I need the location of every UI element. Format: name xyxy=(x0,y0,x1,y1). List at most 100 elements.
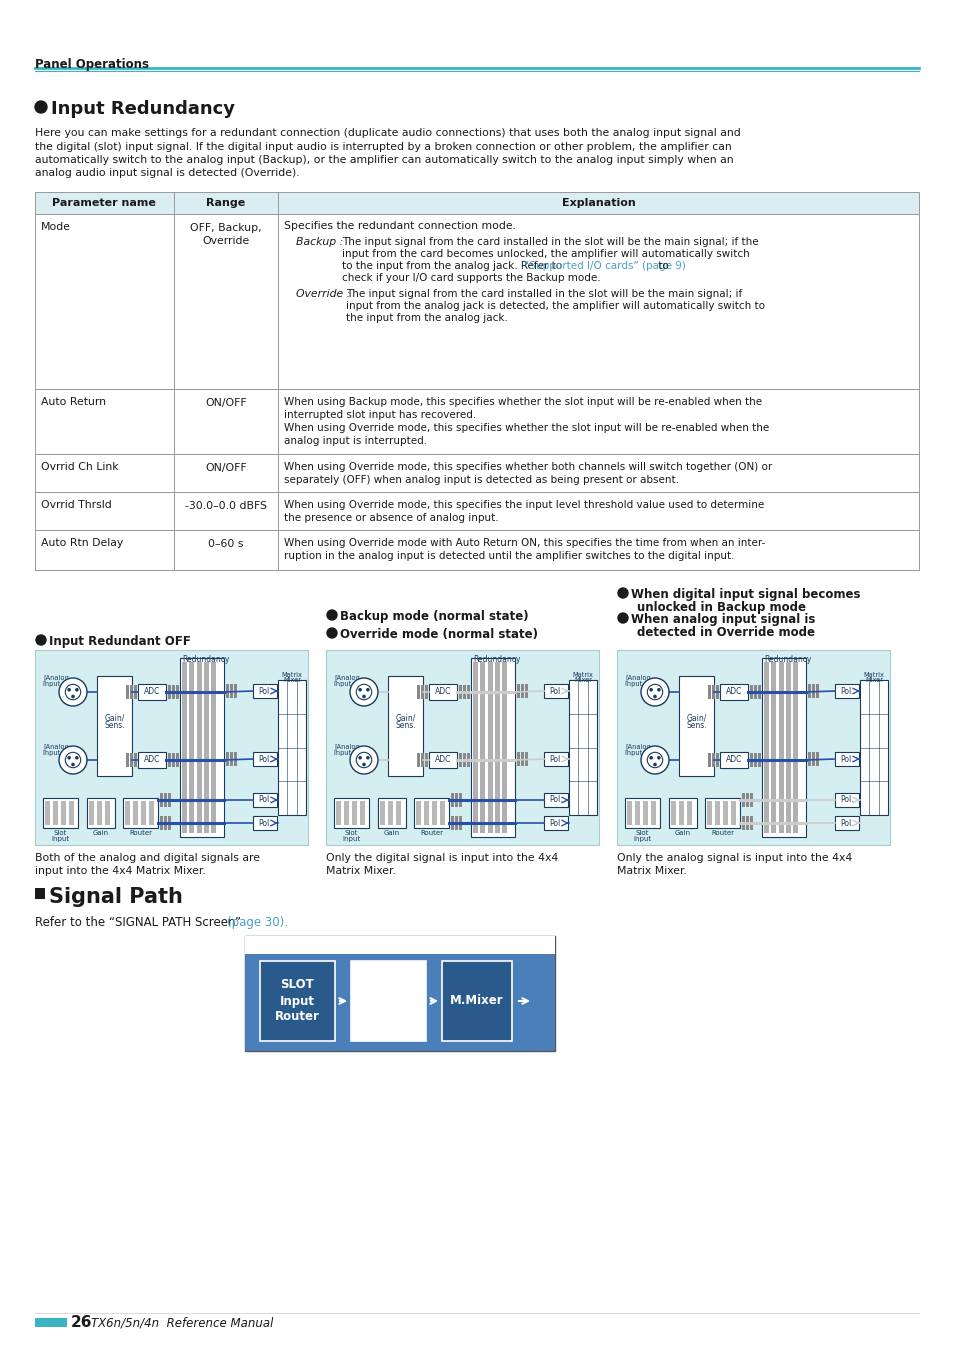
Bar xyxy=(753,753,757,767)
Text: Pol.: Pol. xyxy=(840,819,853,828)
Bar xyxy=(451,816,454,830)
Bar xyxy=(245,936,555,954)
Text: TX6n/5n/4n  Reference Manual: TX6n/5n/4n Reference Manual xyxy=(91,1317,274,1329)
Bar xyxy=(130,685,132,698)
Text: Matrix Mixer.: Matrix Mixer. xyxy=(326,866,395,875)
Text: When using Override mode, this specifies whether both channels will switch toget: When using Override mode, this specifies… xyxy=(284,462,772,471)
Text: Override :: Override : xyxy=(295,289,350,299)
Bar xyxy=(132,801,138,825)
Bar xyxy=(642,801,647,825)
Text: input from the analog jack is detected, the amplifier will automatically switch : input from the analog jack is detected, … xyxy=(346,301,764,311)
Circle shape xyxy=(65,753,81,767)
Bar xyxy=(716,753,719,767)
Text: Pol.: Pol. xyxy=(549,819,562,828)
Bar xyxy=(35,213,918,389)
Bar xyxy=(670,801,676,825)
Bar xyxy=(245,936,555,1051)
Bar xyxy=(35,192,918,213)
Bar xyxy=(326,650,598,844)
Bar xyxy=(138,684,166,700)
Circle shape xyxy=(653,763,656,766)
Bar xyxy=(97,676,132,775)
Circle shape xyxy=(59,678,87,707)
Bar xyxy=(53,801,58,825)
Bar xyxy=(141,801,146,825)
Bar xyxy=(543,753,567,766)
Bar xyxy=(524,684,527,698)
Text: Slot: Slot xyxy=(635,830,648,836)
Bar xyxy=(253,816,276,830)
Text: Ovrrid Thrsld: Ovrrid Thrsld xyxy=(41,500,112,509)
Bar xyxy=(253,793,276,807)
Bar xyxy=(517,684,519,698)
Text: Gain: Gain xyxy=(92,830,109,836)
Bar xyxy=(467,685,470,698)
Circle shape xyxy=(657,688,660,692)
Text: 0–60 s: 0–60 s xyxy=(208,539,243,549)
Bar xyxy=(168,753,171,767)
Circle shape xyxy=(618,613,627,623)
Circle shape xyxy=(649,688,652,692)
Bar xyxy=(520,684,523,698)
Bar xyxy=(388,676,422,775)
Circle shape xyxy=(355,753,372,767)
Bar xyxy=(335,801,340,825)
Text: the presence or absence of analog input.: the presence or absence of analog input. xyxy=(284,513,498,523)
Text: [Analog: [Analog xyxy=(334,743,359,750)
Circle shape xyxy=(366,688,370,692)
Text: Mixer: Mixer xyxy=(864,677,882,684)
Text: The input signal from the card installed in the slot will be the main signal; if: The input signal from the card installed… xyxy=(342,236,758,247)
Circle shape xyxy=(640,678,668,707)
Text: ruption in the analog input is detected until the amplifier switches to the digi: ruption in the analog input is detected … xyxy=(284,551,734,561)
Bar xyxy=(462,685,465,698)
Bar xyxy=(439,801,444,825)
Text: Refer to the “SIGNAL PATH Screen”: Refer to the “SIGNAL PATH Screen” xyxy=(35,916,245,929)
Text: check if your I/O card supports the Backup mode.: check if your I/O card supports the Back… xyxy=(342,273,600,282)
Bar xyxy=(763,662,768,834)
Bar xyxy=(35,530,918,570)
Bar xyxy=(635,801,639,825)
Text: Pol.: Pol. xyxy=(258,819,272,828)
Bar xyxy=(138,753,166,767)
Circle shape xyxy=(68,688,71,692)
Bar xyxy=(815,684,818,698)
Bar xyxy=(164,816,167,830)
Bar xyxy=(479,662,485,834)
Bar xyxy=(420,685,423,698)
Bar xyxy=(160,816,163,830)
Bar xyxy=(233,684,236,698)
Text: Only the digital signal is input into the 4x4: Only the digital signal is input into th… xyxy=(326,852,558,863)
Text: Matrix: Matrix xyxy=(862,671,883,678)
Text: Gain: Gain xyxy=(383,830,399,836)
Text: Gain: Gain xyxy=(674,830,690,836)
Text: Pol.: Pol. xyxy=(840,686,853,696)
Text: interrupted slot input has recovered.: interrupted slot input has recovered. xyxy=(284,409,476,420)
Text: Sens.: Sens. xyxy=(104,721,125,731)
Text: Input: Input xyxy=(633,836,651,842)
Circle shape xyxy=(362,763,365,766)
Bar xyxy=(423,801,429,825)
Text: Pol.: Pol. xyxy=(840,754,853,763)
Bar xyxy=(730,801,735,825)
Bar xyxy=(429,684,456,700)
Text: Router: Router xyxy=(274,1011,319,1024)
Circle shape xyxy=(350,678,377,707)
Text: Here you can make settings for a redundant connection (duplicate audio connectio: Here you can make settings for a redunda… xyxy=(35,128,740,138)
Text: -30.0–0.0 dBFS: -30.0–0.0 dBFS xyxy=(185,501,267,511)
Text: Input B]: Input B] xyxy=(624,748,651,755)
Bar xyxy=(429,753,456,767)
Circle shape xyxy=(65,685,81,700)
Bar xyxy=(720,684,747,700)
Bar xyxy=(377,798,406,828)
Bar xyxy=(650,801,656,825)
Text: Input A]: Input A] xyxy=(624,680,651,686)
Bar xyxy=(164,793,167,807)
Circle shape xyxy=(366,757,370,759)
Text: ADC: ADC xyxy=(144,755,160,765)
Text: ADC: ADC xyxy=(144,688,160,697)
Bar xyxy=(172,685,174,698)
Text: When using Backup mode, this specifies whether the slot input will be re-enabled: When using Backup mode, this specifies w… xyxy=(284,397,761,407)
Bar xyxy=(87,798,115,828)
Text: Pol.: Pol. xyxy=(258,754,272,763)
Text: “Supported I/O cards” (page 9): “Supported I/O cards” (page 9) xyxy=(523,261,685,272)
